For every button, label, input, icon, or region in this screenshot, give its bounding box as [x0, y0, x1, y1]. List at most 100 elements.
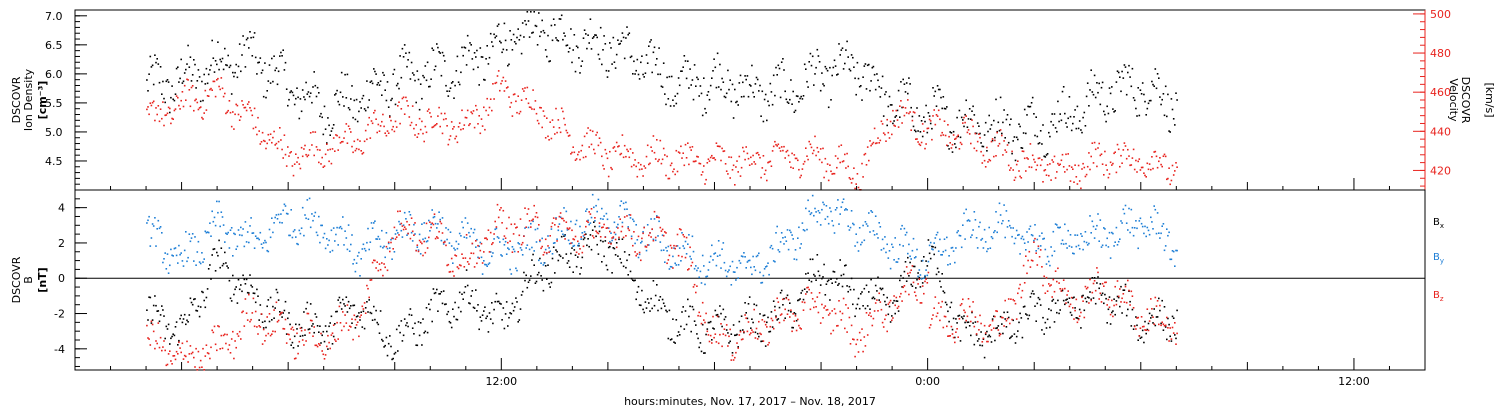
- by-series-point: [243, 245, 246, 248]
- velocity-series-point: [929, 120, 932, 122]
- bz-series-point: [220, 334, 223, 337]
- velocity-series-point: [1093, 141, 1096, 144]
- bx-series-point: [617, 255, 619, 257]
- by-series-point: [547, 235, 549, 237]
- density-series-point: [191, 74, 194, 76]
- velocity-series-point: [543, 115, 546, 117]
- bx-series-point: [431, 320, 433, 323]
- by-series-point: [1064, 223, 1066, 226]
- by-series-point: [156, 228, 158, 230]
- by-series-point: [395, 229, 398, 232]
- by-series-point: [908, 243, 910, 246]
- density-series-point: [743, 95, 745, 98]
- y-tick-label: 0: [58, 272, 65, 285]
- bx-series-point: [471, 290, 474, 292]
- bx-series-point: [350, 305, 352, 307]
- bz-series-point: [832, 329, 835, 332]
- by-series-point: [1091, 220, 1094, 223]
- bx-series-point: [909, 261, 911, 264]
- density-series-point: [318, 92, 320, 94]
- bx-series-point: [456, 318, 459, 321]
- bz-series-point: [841, 312, 844, 315]
- bz-series-point: [860, 339, 862, 341]
- by-series-point: [403, 211, 406, 214]
- velocity-series-point: [738, 155, 741, 158]
- bx-series-point: [971, 311, 973, 314]
- bz-series-point: [567, 228, 570, 231]
- bx-series-point: [763, 314, 766, 316]
- velocity-series-point: [877, 137, 879, 139]
- velocity-series-point: [306, 155, 309, 158]
- velocity-series-point: [1036, 164, 1039, 167]
- bz-series-point: [692, 286, 695, 288]
- velocity-series-point: [151, 101, 154, 104]
- by-series-point: [929, 241, 932, 244]
- density-series-point: [389, 115, 391, 117]
- bz-series-point: [433, 213, 436, 215]
- velocity-series-point: [453, 126, 455, 128]
- velocity-series-point: [268, 139, 271, 141]
- by-series-point: [939, 238, 941, 241]
- bz-series-point: [612, 236, 615, 238]
- bz-series-point: [811, 298, 814, 300]
- bz-series-point: [862, 350, 864, 353]
- density-series-point: [959, 136, 962, 139]
- bx-series-point: [583, 237, 586, 239]
- bx-series-point: [670, 338, 673, 340]
- bz-series-point: [548, 251, 550, 253]
- bz-series-point: [754, 337, 757, 339]
- bx-series-point: [685, 323, 688, 326]
- bz-series-point: [1152, 316, 1154, 318]
- by-series-point: [535, 241, 538, 243]
- bx-series-point: [1109, 323, 1112, 325]
- bz-series-point: [1109, 313, 1112, 316]
- bz-series-point: [646, 244, 649, 246]
- velocity-series-point: [957, 134, 959, 137]
- density-series-point: [790, 79, 792, 81]
- bz-series-point: [413, 234, 415, 236]
- bx-series-point: [316, 325, 319, 327]
- bz-series-point: [1023, 282, 1026, 284]
- density-series-point: [483, 78, 485, 81]
- velocity-series-point: [199, 106, 202, 108]
- velocity-series-point: [913, 111, 916, 114]
- bx-series-point: [1015, 335, 1018, 338]
- bz-series-point: [371, 261, 374, 264]
- density-series-point: [492, 45, 494, 48]
- velocity-series-point: [163, 124, 165, 127]
- density-series-point: [740, 96, 743, 98]
- bx-series-point: [841, 285, 844, 288]
- bz-series-point: [664, 231, 666, 233]
- bx-series-point: [621, 238, 624, 240]
- velocity-series-point: [465, 117, 468, 119]
- velocity-series-point: [530, 106, 532, 109]
- velocity-series-point: [881, 123, 884, 125]
- bz-series-point: [1135, 328, 1137, 330]
- density-series-point: [672, 99, 674, 101]
- velocity-series-point: [1086, 165, 1089, 168]
- by-series-point: [825, 205, 828, 207]
- bz-series-point: [291, 326, 294, 329]
- by-series-point: [606, 218, 609, 221]
- by-series-point: [995, 211, 997, 213]
- bx-series-point: [185, 323, 187, 326]
- bx-series-point: [489, 318, 492, 320]
- by-series-point: [158, 227, 161, 230]
- bx-series-point: [319, 325, 321, 327]
- bx-series-point: [635, 298, 637, 301]
- y-axis-label-line: DSCOVR: [10, 256, 23, 303]
- by-series-point: [481, 273, 484, 275]
- by-series-point: [696, 269, 698, 272]
- bz-series-point: [1002, 316, 1004, 319]
- velocity-series-point: [1168, 167, 1170, 169]
- bz-series-point: [1050, 284, 1052, 286]
- bx-series-point: [853, 288, 855, 291]
- bz-series-point: [194, 366, 196, 368]
- bx-series-point: [340, 308, 343, 310]
- density-series-point: [292, 94, 295, 97]
- by-series-point: [1043, 237, 1045, 240]
- by-series-point: [285, 212, 288, 215]
- velocity-series-point: [363, 140, 366, 143]
- velocity-series-point: [905, 112, 908, 114]
- density-series-point: [1022, 132, 1025, 134]
